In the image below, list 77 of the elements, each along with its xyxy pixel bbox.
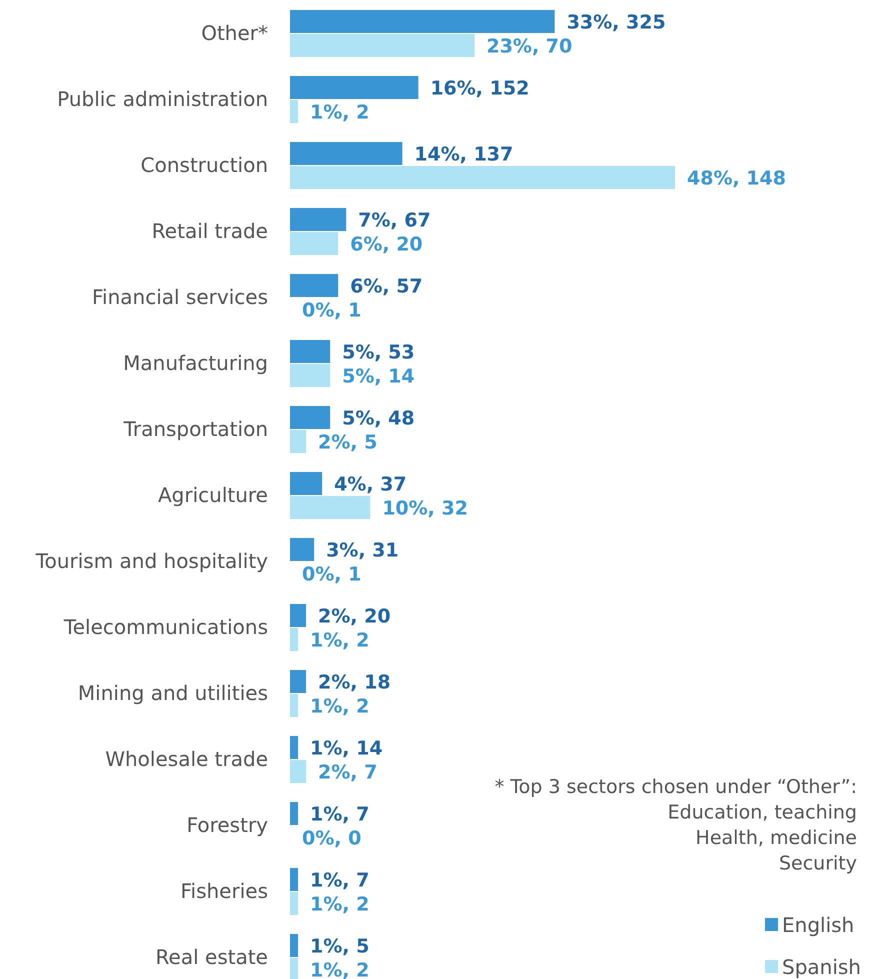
y-tick-label: Other*	[201, 21, 268, 45]
annotation: * Top 3 sectors chosen under “Other”:	[494, 776, 857, 798]
bar	[290, 736, 298, 759]
text: Health, medicine	[696, 827, 857, 849]
y-tick-label: Telecommunications	[62, 615, 268, 639]
data-label: 1%, 2	[310, 696, 370, 718]
bar	[290, 166, 675, 189]
bar	[290, 868, 298, 891]
data-label: 23%, 70	[486, 36, 572, 58]
data-label: 6%, 20	[350, 234, 423, 256]
data-label: 1%, 7	[310, 804, 370, 826]
y-tick-label: Mining and utilities	[78, 681, 268, 705]
data-label: 2%, 7	[318, 762, 378, 784]
y-tick-label: Forestry	[186, 813, 268, 837]
y-tick-label: Wholesale trade	[105, 747, 268, 771]
bar	[290, 10, 555, 33]
bar	[290, 100, 298, 123]
bar	[290, 430, 306, 453]
bar	[290, 496, 370, 519]
data-label: 4%, 37	[334, 474, 407, 496]
data-label: 1%, 2	[310, 630, 370, 652]
y-tick-label: Public administration	[57, 87, 268, 111]
data-label: 2%, 5	[318, 432, 378, 454]
data-label: 7%, 67	[358, 210, 431, 232]
data-label: 1%, 7	[310, 870, 370, 892]
legend-label: Spanish	[782, 955, 861, 979]
data-label: 5%, 48	[342, 408, 415, 430]
bar	[290, 934, 298, 957]
bar	[290, 694, 298, 717]
y-tick-label: Retail trade	[152, 219, 268, 243]
bar	[290, 364, 330, 387]
data-label: 48%, 148	[687, 168, 786, 190]
y-tick-label: Tourism and hospitality	[34, 549, 268, 573]
bar	[290, 604, 306, 627]
bar	[290, 34, 474, 57]
data-label: 1%, 5	[310, 936, 370, 958]
bar	[290, 538, 314, 561]
y-tick-label: Agriculture	[158, 483, 268, 507]
data-label: 0%, 0	[302, 828, 362, 850]
bar	[290, 472, 322, 495]
data-label: 6%, 57	[350, 276, 423, 298]
annotation: Education, teaching	[668, 802, 857, 824]
y-tick-label: Manufacturing	[123, 351, 268, 375]
y-tick-label: Fisheries	[180, 879, 268, 903]
legend-label: English	[782, 913, 854, 937]
bar	[290, 892, 298, 915]
y-tick-label: Real estate	[156, 945, 268, 969]
y-tick-label: Construction	[140, 153, 268, 177]
bar	[290, 670, 306, 693]
data-label: 10%, 32	[382, 498, 468, 520]
text: Security	[778, 852, 857, 874]
bar	[290, 340, 330, 363]
data-label: 1%, 2	[310, 102, 370, 124]
bar	[290, 802, 298, 825]
bar	[290, 208, 346, 231]
data-label: 16%, 152	[430, 78, 530, 100]
bar	[290, 142, 402, 165]
data-label: 1%, 14	[310, 738, 383, 760]
bar	[290, 406, 330, 429]
data-label: 1%, 2	[310, 960, 370, 979]
bar	[290, 628, 298, 651]
data-label: 0%, 1	[302, 564, 362, 586]
bar	[290, 76, 418, 99]
bar	[290, 232, 338, 255]
data-label: 1%, 2	[310, 894, 370, 916]
data-label: 5%, 53	[342, 342, 415, 364]
bar	[290, 274, 338, 297]
data-label: 0%, 1	[302, 300, 362, 322]
y-tick-label: Transportation	[122, 417, 268, 441]
data-label: 33%, 325	[566, 12, 666, 34]
data-label: 3%, 31	[326, 540, 399, 562]
data-label: 5%, 14	[342, 366, 415, 388]
data-label: 2%, 18	[318, 672, 391, 694]
data-label: 2%, 20	[318, 606, 391, 628]
bar	[290, 760, 306, 783]
data-label: 14%, 137	[414, 144, 514, 166]
y-tick-label: Financial services	[92, 285, 268, 309]
